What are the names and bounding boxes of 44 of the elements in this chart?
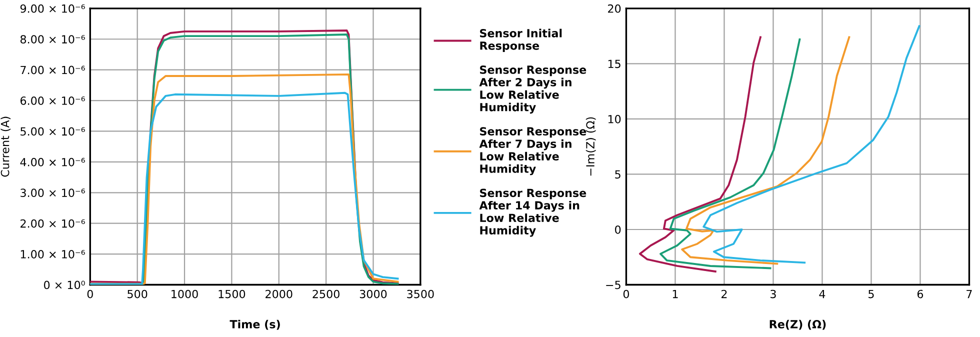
x-tick-label: 2500 <box>312 290 340 298</box>
y-tick-label: 6.00 × 10⁻⁶ <box>20 96 85 105</box>
x-tick-label: 1000 <box>172 290 198 298</box>
y-tick-label: 7.00 × 10⁻⁶ <box>20 66 85 74</box>
y-tick-label: 5.00 × 10⁻⁶ <box>20 127 85 136</box>
x-tick-label: 3 <box>770 290 776 298</box>
y-tick-label: 4.00 × 10⁻⁶ <box>20 158 85 166</box>
y-axis-title: Current (A) <box>0 116 11 177</box>
x-tick-label: 2 <box>722 290 727 298</box>
x-tick-label: 2000 <box>266 290 292 298</box>
legend-label: Sensor Response After 2 Days in Low Relative Humidity <box>479 66 586 114</box>
y-tick-label: 3.00 × 10⁻⁶ <box>20 188 85 198</box>
legend-label: Sensor Response After 14 Days in Low Relative Humidity <box>479 188 586 237</box>
y-tick-label: 15 <box>608 60 620 68</box>
x-axis-title: Re(Z) (Ω) <box>770 320 826 330</box>
x-tick-label: 6 <box>917 290 924 298</box>
x-tick-label: 500 <box>128 290 148 298</box>
x-tick-label: 0 <box>87 290 93 298</box>
y-tick-label: 0 <box>615 225 621 234</box>
line-series <box>660 38 801 270</box>
y-tick-label: 2.00 × 10⁻⁶ <box>20 219 85 228</box>
y-tick-label: 0 × 10⁰ <box>44 280 85 290</box>
y-tick-label: 5 <box>615 170 620 179</box>
x-tick-label: 7 <box>966 290 972 298</box>
x-tick-label: 3000 <box>360 290 387 298</box>
x-tick-label: 4 <box>819 290 826 298</box>
x-tick-label: 5 <box>868 290 874 298</box>
x-tick-label: 3500 <box>407 290 434 298</box>
y-axis-title: −Im(Z) (Ω) <box>586 117 596 176</box>
line-series <box>638 36 762 272</box>
legend-label: Sensor Response After 7 Days in Low Relative Humidity <box>479 127 586 176</box>
y-tick-label: 9.00 × 10⁻⁶ <box>20 4 85 13</box>
line-series <box>681 36 850 265</box>
y-tick-label: 10 <box>608 114 621 124</box>
line-series <box>702 25 920 264</box>
x-tick-label: 0 <box>623 290 630 298</box>
y-tick-label: 8.00 × 10⁻⁶ <box>20 35 85 44</box>
legend-label: Sensor Initial Response <box>480 28 562 52</box>
y-tick-label: 1.00 × 10⁻⁶ <box>20 250 85 258</box>
x-tick-label: 1500 <box>218 290 246 298</box>
x-tick-label: 1 <box>672 290 678 298</box>
x-axis-title: Time (s) <box>230 320 280 330</box>
y-tick-label: 20 <box>608 4 621 13</box>
y-tick-label: −5 <box>606 280 620 290</box>
